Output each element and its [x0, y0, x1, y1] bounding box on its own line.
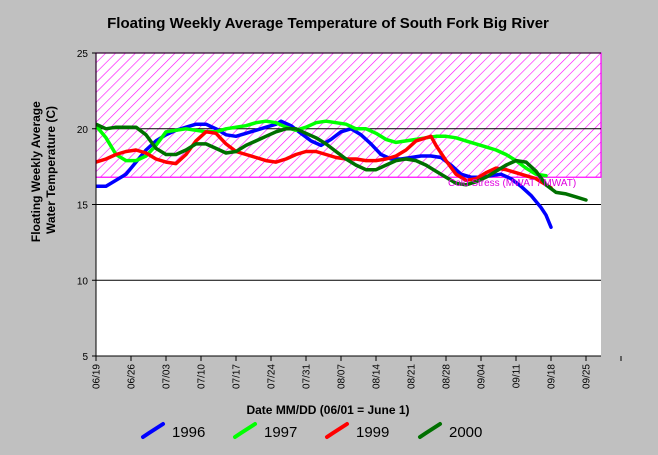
- y-axis-label-line-1: Floating Weekly Average: [29, 101, 43, 242]
- legend: 1996 1997 1999 2000: [141, 422, 482, 441]
- legend-item-1997: 1997: [233, 422, 297, 441]
- x-tick-label: 06/19: [92, 364, 103, 389]
- legend-item-2000: 2000: [418, 422, 482, 441]
- legend-swatch-1996: [141, 422, 165, 439]
- legend-swatch-2000: [418, 422, 442, 439]
- legend-item-1999: 1999: [325, 422, 389, 441]
- y-tick-label: 20: [77, 125, 89, 136]
- x-tick-label: 09/04: [477, 364, 488, 389]
- x-tick-label: 08/21: [407, 364, 418, 389]
- legend-swatch-1997: [233, 422, 257, 439]
- x-tick-label: 09/11: [512, 364, 523, 389]
- x-tick-label: 06/26: [127, 364, 138, 389]
- x-tick-label: 09/25: [582, 364, 593, 389]
- x-axis-label: Date MM/DD (06/01 = June 1): [246, 403, 409, 417]
- x-tick-label: 08/14: [372, 364, 383, 389]
- legend-item-1996: 1996: [141, 422, 205, 441]
- y-axis-label-line-2: Water Temperature (C): [44, 106, 58, 234]
- x-tick-label: 07/03: [162, 364, 173, 389]
- y-tick-label: 5: [82, 352, 88, 363]
- x-tick-label: 08/28: [442, 364, 453, 389]
- x-tick-label: 07/17: [232, 364, 243, 389]
- y-tick-label: 15: [77, 201, 89, 212]
- legend-label-2000: 2000: [449, 424, 482, 441]
- legend-label-1997: 1997: [264, 424, 297, 441]
- y-axis-ticks: 5 10 15 20 25: [77, 49, 96, 363]
- legend-label-1999: 1999: [356, 424, 389, 441]
- series-layer: [96, 119, 588, 229]
- series-line-1999: [96, 130, 553, 190]
- chart-title: Floating Weekly Average Temperature of S…: [107, 15, 549, 32]
- cold-stress-band: [95, 52, 602, 178]
- legend-swatch-1999: [325, 422, 349, 439]
- cold-stress-annotation: Cold Stress (MWAT / MWAT): [448, 178, 576, 189]
- y-tick-label: 10: [77, 276, 89, 287]
- y-tick-label: 25: [77, 49, 89, 60]
- series-line-1997: [96, 119, 548, 178]
- x-tick-label: 08/07: [337, 364, 348, 389]
- x-tick-label: 07/31: [302, 364, 313, 389]
- series-line-2000: [96, 122, 588, 202]
- x-tick-label: 09/18: [547, 364, 558, 389]
- x-tick-label: 07/24: [267, 364, 278, 389]
- x-tick-label: 07/10: [197, 364, 208, 389]
- x-axis-ticks: 06/19 06/26 07/03 07/10 07/17 07/24 07/31 08/07…: [92, 356, 622, 389]
- legend-label-1996: 1996: [172, 424, 205, 441]
- y-axis-label: Floating Weekly Average Water Temperatur…: [29, 98, 58, 242]
